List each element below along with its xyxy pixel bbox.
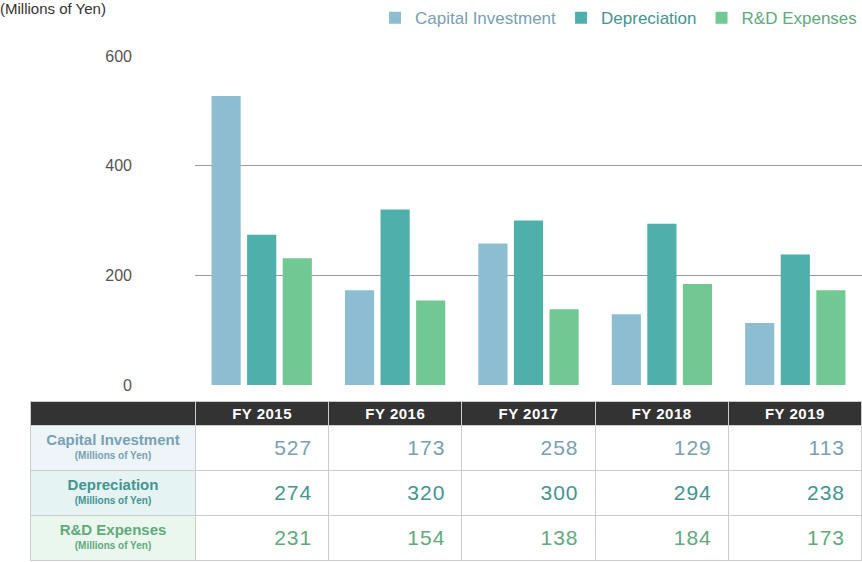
html-text:(Millions of Yen): (Millions of Yen) <box>74 450 152 461</box>
html-text:R&D Expenses: R&D Expenses <box>59 521 167 538</box>
html-text:320: 320 <box>407 481 446 504</box>
html-text:238: 238 <box>807 481 845 504</box>
html-text:231: 231 <box>274 526 313 549</box>
html-text:300: 300 <box>540 481 579 504</box>
html-text:FY 2015: FY 2015 <box>232 405 293 422</box>
html-text:138: 138 <box>540 526 579 549</box>
html-text:(Millions of Yen): (Millions of Yen) <box>74 540 152 551</box>
svg-text:400: 400 <box>105 157 132 174</box>
html-text:Depreciation: Depreciation <box>67 476 159 493</box>
html-text:184: 184 <box>673 526 712 549</box>
html-text:(Millions of Yen): (Millions of Yen) <box>0 0 106 17</box>
html-text:113: 113 <box>808 436 845 459</box>
html-text:173: 173 <box>407 436 446 459</box>
svg-text:0: 0 <box>123 377 132 394</box>
html-text:FY 2017: FY 2017 <box>498 405 559 422</box>
svg-text:200: 200 <box>105 267 132 284</box>
svg-text:Capital Investment: Capital Investment <box>415 9 556 28</box>
html-text:FY 2016: FY 2016 <box>365 405 426 422</box>
html-text:Capital Investment: Capital Investment <box>46 431 180 448</box>
svg-text:600: 600 <box>105 48 132 65</box>
html-text:173: 173 <box>807 526 845 549</box>
html-text:(Millions of Yen): (Millions of Yen) <box>74 495 152 506</box>
html-text:129: 129 <box>673 436 712 459</box>
html-text:274: 274 <box>274 481 313 504</box>
html-text:FY 2018: FY 2018 <box>631 405 692 422</box>
html-text:154: 154 <box>407 526 446 549</box>
html-text:527: 527 <box>274 436 313 459</box>
svg-text:Depreciation: Depreciation <box>601 9 696 28</box>
svg-text:R&D Expenses: R&D Expenses <box>742 9 857 28</box>
html-text:294: 294 <box>673 481 712 504</box>
html-text:FY 2019: FY 2019 <box>764 405 825 422</box>
html-text:258: 258 <box>540 436 579 459</box>
